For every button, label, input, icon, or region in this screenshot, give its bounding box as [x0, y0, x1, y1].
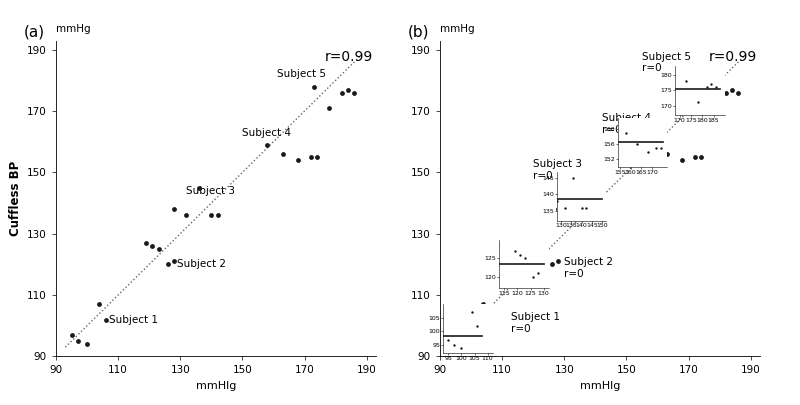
Text: r=0.99: r=0.99 — [325, 50, 373, 64]
Point — [552, 258, 565, 264]
Text: mmHg: mmHg — [440, 24, 474, 34]
Point — [546, 261, 558, 268]
Point — [455, 338, 468, 344]
Point — [261, 141, 274, 148]
Point — [645, 141, 658, 148]
Point — [81, 341, 94, 347]
Point — [530, 243, 542, 249]
Point — [676, 157, 689, 163]
Point — [449, 332, 462, 338]
Point — [146, 243, 158, 249]
Text: (a): (a) — [24, 25, 45, 40]
Point — [180, 212, 193, 219]
Point — [152, 246, 165, 252]
Text: (b): (b) — [408, 25, 430, 40]
Point — [348, 90, 361, 96]
Point — [688, 154, 701, 160]
Point — [71, 338, 84, 344]
Point — [577, 184, 590, 191]
Point — [304, 154, 317, 160]
Point — [477, 301, 490, 307]
Point — [99, 316, 112, 323]
X-axis label: mmHlg: mmHlg — [580, 381, 620, 391]
Text: Subject 5: Subject 5 — [277, 69, 326, 79]
Point — [205, 212, 218, 219]
Text: Subject 3: Subject 3 — [186, 186, 235, 196]
Point — [292, 157, 305, 163]
Point — [65, 332, 78, 338]
Point — [524, 240, 537, 246]
Point — [726, 86, 738, 93]
Text: Subject 2: Subject 2 — [177, 260, 226, 269]
Point — [732, 90, 745, 96]
Text: Subject 5
r=0: Subject 5 r=0 — [642, 51, 691, 73]
Text: Subject 2
r=0: Subject 2 r=0 — [564, 257, 614, 279]
Point — [691, 83, 704, 90]
Point — [483, 316, 496, 323]
Text: Subject 4: Subject 4 — [242, 128, 291, 138]
Point — [595, 212, 608, 219]
Point — [307, 83, 320, 90]
Point — [707, 105, 720, 111]
X-axis label: mmHlg: mmHlg — [196, 381, 236, 391]
Y-axis label: Cuffless BP: Cuffless BP — [9, 161, 22, 236]
Point — [465, 341, 478, 347]
Point — [323, 105, 336, 111]
Point — [140, 240, 153, 246]
Point — [552, 206, 565, 213]
Point — [694, 154, 707, 160]
Point — [162, 261, 174, 268]
Point — [660, 151, 673, 157]
Point — [168, 206, 181, 213]
Point — [276, 151, 289, 157]
Text: Subject 1
r=0: Subject 1 r=0 — [511, 312, 561, 334]
Text: Subject 1: Subject 1 — [109, 315, 158, 325]
Point — [335, 90, 348, 96]
Point — [310, 154, 323, 160]
Point — [719, 90, 732, 96]
Text: Subject 3
r=0: Subject 3 r=0 — [534, 159, 582, 181]
Text: Subject 4
r=0: Subject 4 r=0 — [602, 113, 650, 134]
Point — [93, 301, 106, 307]
Point — [193, 184, 206, 191]
Text: mmHg: mmHg — [56, 24, 90, 34]
Point — [536, 246, 549, 252]
Text: r=0.99: r=0.99 — [709, 50, 757, 64]
Point — [211, 212, 224, 219]
Point — [564, 212, 577, 219]
Point — [342, 86, 354, 93]
Point — [589, 212, 602, 219]
Point — [168, 258, 181, 264]
